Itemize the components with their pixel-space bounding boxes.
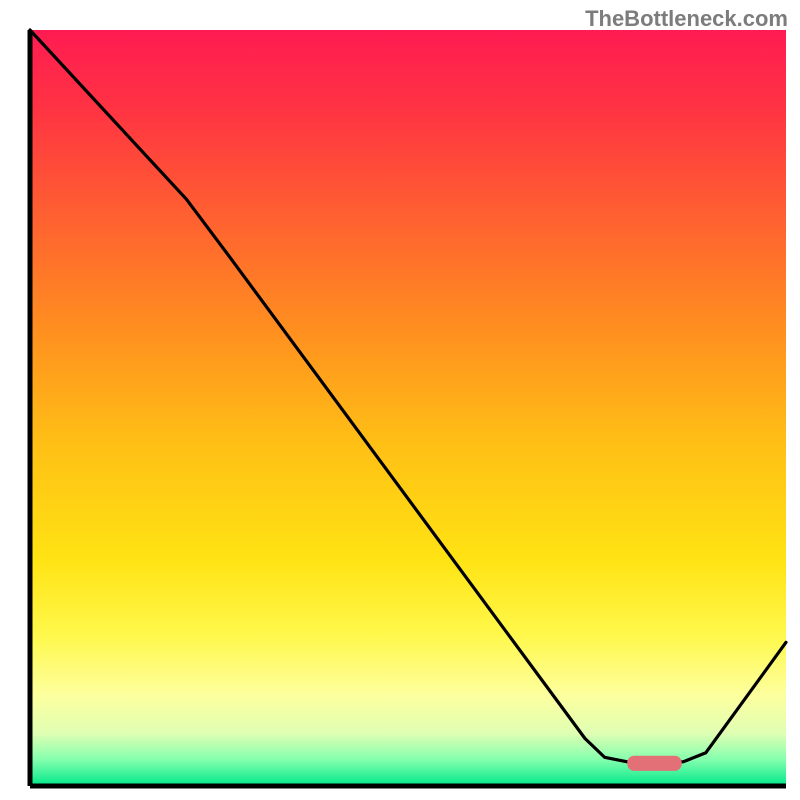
- chart-container: TheBottleneck.com: [0, 0, 800, 800]
- watermark-text: TheBottleneck.com: [585, 6, 788, 32]
- gradient-background: [30, 30, 786, 786]
- chart-svg: [0, 0, 800, 800]
- optimal-range-marker: [627, 756, 681, 771]
